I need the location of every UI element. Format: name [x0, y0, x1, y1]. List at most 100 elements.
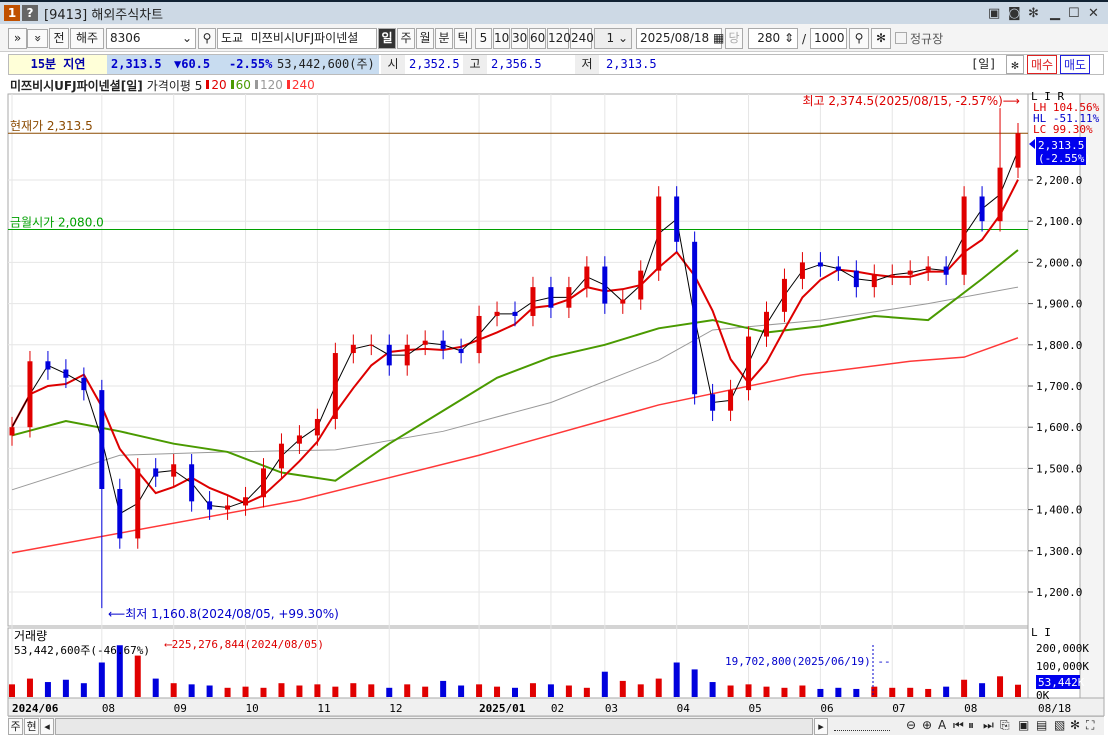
date-input[interactable]: 2025/08/18 ▦ [636, 28, 725, 49]
current-button[interactable]: 현 [24, 718, 39, 735]
chart-icon[interactable]: ▧ [1054, 718, 1066, 732]
candle-body [566, 287, 572, 308]
close-icon[interactable]: ✕ [1088, 6, 1099, 21]
market-select[interactable]: 해주 [70, 28, 104, 49]
first-icon[interactable]: ⏮ [953, 718, 964, 732]
auto-icon[interactable]: A [938, 718, 947, 732]
minute-120[interactable]: 120 [547, 28, 571, 49]
candle-body [171, 464, 177, 477]
period-0[interactable]: 일 [378, 28, 396, 49]
window-badge[interactable]: 1 [4, 5, 20, 21]
high-value: 2,356.5 [491, 57, 542, 71]
x-axis-panel [7, 697, 1105, 716]
x-tick-label: 10 [246, 702, 259, 715]
quote-bar: 15분 지연 2,313.5 ▼60.5 -2.55% 53,442,600(주… [8, 54, 1104, 75]
volume-bar [583, 687, 590, 697]
candle-body [871, 274, 877, 288]
legend-ma-240: 240 [286, 78, 315, 92]
fullscreen-icon[interactable]: ⛶ [1086, 718, 1095, 732]
candle-body [458, 348, 464, 354]
period-1[interactable]: 주 [397, 28, 415, 49]
period-4[interactable]: 틱 [454, 28, 472, 49]
minute-30[interactable]: 30 [511, 28, 528, 49]
help-icon[interactable]: ? [22, 5, 38, 21]
minute-60[interactable]: 60 [529, 28, 546, 49]
y-tick-label: 1,500.0 [1036, 462, 1082, 475]
volume-tick-label: 200,000K [1036, 642, 1089, 655]
legend-ma-60: 60 [230, 78, 251, 92]
scroll-left-button[interactable]: ◂ [40, 718, 54, 735]
camera-icon[interactable]: ◙ [1008, 6, 1021, 21]
restore-icon[interactable]: ▣ [988, 6, 1001, 21]
zoom-slider[interactable] [834, 721, 890, 731]
week-button[interactable]: 주 [8, 718, 23, 735]
dang-button[interactable]: 당 [725, 28, 743, 49]
candle-body [189, 464, 195, 502]
calendar-icon[interactable]: ▦ [713, 31, 725, 45]
scroll-right-button[interactable]: ▸ [814, 718, 828, 735]
volume-bar [727, 685, 734, 697]
save-icon[interactable]: ▣ [1018, 718, 1030, 732]
volume-bar [9, 684, 15, 697]
chevron-down-icon[interactable]: ⌄ [181, 31, 192, 45]
zoom-in-icon[interactable]: ⚲ [849, 28, 869, 49]
search-icon[interactable]: ⚲ [198, 28, 216, 49]
count-input[interactable]: 280 ⇕ [748, 28, 798, 49]
exchange-label: 도교 [221, 31, 244, 45]
expand-button[interactable]: » [8, 28, 27, 49]
x-tick-label: 04 [677, 702, 691, 715]
candle-body [422, 340, 428, 345]
sell-button[interactable]: 매도 [1060, 55, 1090, 74]
minimize-icon[interactable]: ▁ [1050, 6, 1060, 21]
lir-buttons: L I R [1031, 90, 1064, 103]
export-icon[interactable]: ⎘ [1000, 718, 1010, 732]
price-chart[interactable]: 1,200.0 1,300.0 1,400.0 1,500.0 1,600.0 1,700… [0, 76, 1108, 716]
month-open-label: 금월시가 2,080.0 [10, 215, 104, 229]
volume-bar [350, 683, 357, 697]
period-2[interactable]: 월 [416, 28, 434, 49]
minute-5[interactable]: 5 [475, 28, 492, 49]
table-icon[interactable]: ▤ [1036, 718, 1048, 732]
legend-ma-20: 20 [206, 78, 227, 92]
volume-bar [422, 686, 429, 697]
candle-body [602, 266, 608, 304]
candle-body [278, 443, 284, 469]
period-3[interactable]: 분 [435, 28, 453, 49]
maximize-icon[interactable]: ☐ [1068, 6, 1080, 21]
last-icon[interactable]: ⏭ [983, 718, 994, 732]
pause-icon[interactable]: ⏸ [968, 718, 975, 732]
prev-button[interactable]: 전 [49, 28, 69, 49]
zoom-out-icon[interactable]: ⊖ [906, 718, 917, 732]
candle-body [63, 369, 69, 378]
scrollbar[interactable] [55, 718, 813, 735]
legend-ma-value: 60 [235, 78, 251, 92]
code-input[interactable]: 8306 ⌄ [106, 28, 196, 49]
ma120-line [11, 286, 1019, 491]
collapse-button[interactable]: » [27, 29, 48, 48]
settings-icon[interactable]: ✻ [871, 28, 891, 49]
volume-bar [997, 676, 1004, 697]
volume-bar [368, 684, 375, 697]
candle-body [584, 266, 590, 288]
gear-icon[interactable]: ✻ [1028, 6, 1039, 21]
y-tick-label: 1,200.0 [1036, 586, 1082, 599]
minute-240[interactable]: 240 [570, 28, 594, 49]
code-value: 8306 [110, 31, 141, 45]
minute-10[interactable]: 10 [493, 28, 510, 49]
candle-body [925, 266, 931, 271]
info-settings-icon[interactable]: ✻ [1006, 55, 1024, 74]
volume-bar [979, 683, 986, 697]
settings-icon[interactable]: ✻ [1070, 718, 1081, 732]
total-input[interactable]: 1000 [810, 28, 847, 49]
x-tick-label: 12 [389, 702, 402, 715]
y-tick-label: 2,100.0 [1036, 215, 1082, 228]
candle-body [853, 270, 859, 288]
candle-body [979, 196, 985, 222]
candle-body [764, 311, 769, 337]
legend-ma-label: 가격이평 5 [146, 78, 203, 93]
candle-body [817, 262, 823, 267]
regular-session-checkbox[interactable] [895, 32, 907, 44]
buy-button[interactable]: 매수 [1027, 55, 1057, 74]
unit-select[interactable]: 1 ⌄ [594, 28, 632, 49]
zoom-in-icon[interactable]: ⊕ [922, 718, 933, 732]
